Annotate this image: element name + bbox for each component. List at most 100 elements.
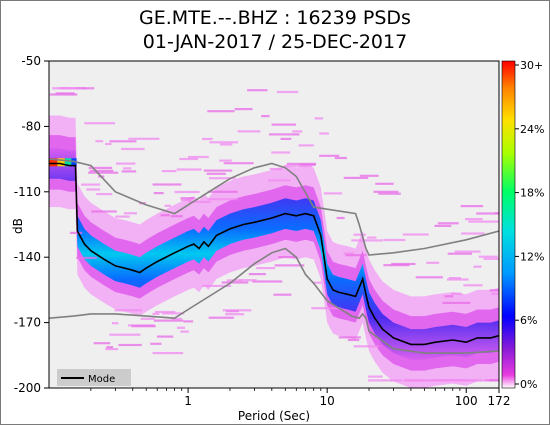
density-streak: [208, 316, 235, 319]
colorbar-tick-label: 12%: [520, 250, 544, 263]
density-streak: [447, 252, 472, 255]
density-streak: [468, 220, 499, 223]
density-streak: [170, 215, 183, 218]
noise-model-low-line: [49, 158, 499, 256]
density-streak: [202, 284, 232, 287]
density-streak: [219, 159, 232, 162]
density-streak: [69, 231, 83, 234]
density-streak: [402, 233, 429, 236]
density-streak: [252, 280, 283, 283]
density-streak: [368, 375, 383, 378]
density-streak: [222, 309, 252, 312]
colorbar-tick-label: 0%: [520, 378, 537, 391]
density-streak: [351, 239, 383, 242]
density-streak: [157, 335, 174, 338]
density-streak: [319, 154, 340, 157]
density-streak: [247, 89, 268, 92]
density-streak: [491, 292, 499, 295]
density-streak: [390, 379, 403, 382]
density-streak: [105, 348, 119, 351]
density-streak: [84, 122, 116, 125]
density-streak: [220, 143, 233, 146]
density-streak: [451, 292, 462, 295]
density-streak: [248, 273, 266, 276]
legend-mode-label: Mode: [88, 374, 115, 385]
density-streak: [188, 155, 209, 159]
density-streak: [298, 144, 314, 147]
density-streak: [274, 264, 305, 267]
density-streak: [314, 117, 323, 120]
density-streak: [62, 87, 83, 90]
density-streak: [105, 142, 112, 146]
density-peak-cell: [71, 158, 77, 167]
density-streak: [378, 192, 401, 195]
x-tick-label: 172: [488, 394, 511, 408]
density-streak: [338, 336, 361, 339]
density-streak: [299, 163, 316, 166]
density-streak: [391, 262, 416, 266]
density-streak: [311, 307, 341, 310]
density-streak: [81, 183, 101, 186]
density-streak: [347, 338, 360, 342]
mode-line: [49, 162, 499, 346]
density-streak: [353, 345, 380, 348]
density-streak: [203, 169, 233, 172]
density-streak: [106, 346, 114, 349]
density-streak: [180, 199, 192, 202]
density-streak: [140, 317, 155, 320]
density-mid-band: [49, 135, 499, 371]
density-streak: [160, 214, 170, 217]
density-streak: [463, 284, 483, 287]
density-streak: [256, 267, 276, 270]
density-streak: [426, 261, 440, 264]
plot-border: [48, 60, 500, 389]
legend: Mode: [57, 369, 131, 386]
density-streak: [474, 379, 483, 382]
density-streak: [88, 166, 113, 169]
density-streak: [383, 238, 406, 242]
density-streak: [207, 110, 235, 113]
colorbar-tick-label: 30+: [520, 59, 543, 72]
x-tick-label: 1: [184, 394, 192, 408]
density-streak: [239, 279, 257, 282]
density-streak: [121, 170, 137, 173]
density-streak: [188, 200, 211, 203]
density-streak: [237, 130, 261, 133]
density-streak: [76, 256, 97, 259]
density-streak: [221, 281, 249, 284]
y-axis: -50 -80 -110 -140 -170 -200: [14, 54, 49, 395]
chart-subtitle: 01-JAN-2017 / 25-DEC-2017: [142, 31, 408, 53]
density-streak: [483, 257, 499, 260]
density-streak: [367, 236, 377, 239]
density-streak: [153, 192, 164, 195]
density-streak: [345, 254, 367, 257]
density-streak: [273, 293, 292, 296]
density-streak: [95, 140, 104, 143]
density-streak: [444, 295, 454, 298]
density-streak: [161, 170, 177, 173]
density-streak: [353, 233, 366, 236]
density-streak: [415, 276, 443, 279]
density-streak: [269, 167, 282, 171]
density-streak: [489, 289, 499, 292]
density-streak: [283, 165, 313, 168]
density-streak: [269, 133, 300, 136]
y-tick-label: -110: [14, 185, 41, 199]
density-streak: [319, 132, 329, 135]
density-streak: [164, 204, 172, 207]
density-streak: [153, 319, 184, 322]
density-streak: [359, 174, 379, 177]
density-streak: [49, 93, 78, 96]
density-core-band: [49, 148, 499, 360]
density-streak: [123, 167, 132, 170]
noise-model-high-line: [49, 247, 499, 354]
density-streak: [177, 326, 185, 329]
y-tick-label: -170: [14, 316, 41, 330]
x-axis-label: Period (Sec): [238, 409, 310, 423]
density-streak: [225, 313, 245, 316]
density-streak: [323, 192, 343, 195]
density-streak: [179, 157, 199, 161]
density-streak: [336, 216, 345, 220]
colorbar-gradient: [501, 60, 516, 389]
density-streak: [431, 379, 458, 382]
